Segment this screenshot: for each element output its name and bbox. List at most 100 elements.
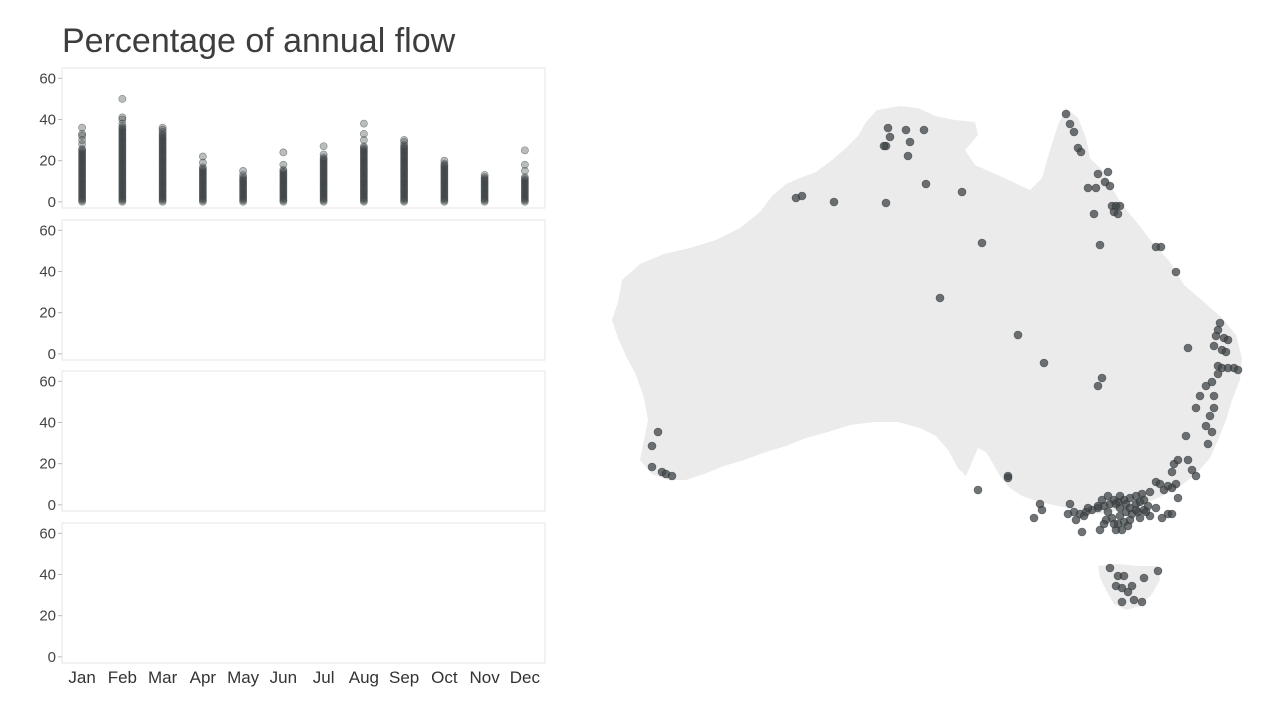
data-point [118, 155, 127, 164]
station-point [879, 141, 889, 151]
data-point [158, 154, 167, 163]
data-point [400, 138, 409, 147]
data-point [319, 173, 328, 182]
data-point [319, 183, 328, 191]
data-point [198, 170, 207, 179]
data-point [319, 150, 328, 159]
data-point [118, 126, 127, 135]
x-tick-label-jun: Jun [270, 668, 297, 687]
station-point [1167, 467, 1177, 477]
data-point [319, 169, 328, 178]
data-point [118, 125, 127, 133]
data-point [279, 167, 288, 175]
data-point [118, 150, 127, 159]
data-point [158, 160, 167, 169]
data-point [118, 149, 127, 158]
data-point [400, 150, 409, 159]
station-point [1207, 427, 1217, 437]
station-point [829, 197, 839, 207]
data-point [359, 178, 368, 186]
station-point [647, 462, 657, 472]
data-point [118, 163, 127, 172]
data-point [359, 171, 368, 180]
data-point [480, 171, 489, 179]
data-point [118, 132, 127, 141]
data-point [359, 180, 368, 189]
station-point [1099, 519, 1109, 529]
data-point [118, 153, 127, 162]
data-point [440, 189, 449, 198]
data-point [279, 180, 288, 189]
data-point [198, 178, 207, 186]
data-point [319, 176, 328, 185]
data-point [440, 175, 449, 184]
y-tick-label: 40 [39, 111, 56, 128]
data-point [440, 194, 449, 203]
data-point [78, 175, 87, 184]
data-point [400, 195, 409, 204]
data-point [158, 143, 167, 152]
data-point [158, 159, 167, 168]
data-point [118, 131, 127, 140]
station-point [957, 187, 967, 197]
data-point [279, 185, 288, 194]
data-point [198, 180, 207, 189]
data-point [520, 178, 529, 186]
data-point [198, 163, 207, 172]
data-point [158, 186, 167, 195]
data-point [400, 183, 409, 191]
data-point [319, 162, 328, 170]
data-point [239, 190, 248, 199]
data-point [198, 195, 207, 204]
data-point [520, 180, 529, 189]
data-point [400, 165, 409, 174]
data-point [118, 186, 127, 195]
data-point [440, 191, 449, 200]
data-point [440, 184, 449, 193]
data-point [400, 146, 409, 154]
data-point [319, 160, 328, 169]
station-point [1115, 491, 1125, 501]
data-point [158, 142, 167, 151]
data-point [78, 192, 87, 201]
data-point [359, 155, 368, 164]
data-point [480, 183, 489, 191]
data-point [319, 192, 328, 201]
data-point [400, 179, 409, 188]
data-point [198, 167, 207, 175]
data-point [520, 194, 529, 203]
data-point [158, 190, 167, 199]
data-point [118, 170, 127, 179]
data-point [319, 170, 328, 179]
data-point [118, 139, 127, 148]
data-point [520, 176, 529, 185]
data-point [480, 186, 489, 195]
data-point [480, 173, 489, 182]
data-point [440, 181, 449, 190]
data-point [480, 188, 489, 196]
data-point [520, 160, 529, 169]
data-point [319, 175, 328, 184]
station-point [1093, 501, 1103, 511]
data-point [359, 153, 368, 162]
data-point [198, 189, 207, 198]
y-tick-label: 40 [39, 566, 56, 583]
data-point [400, 152, 409, 161]
data-point [400, 149, 409, 158]
data-point [359, 165, 368, 174]
data-point [118, 146, 127, 154]
data-point [158, 174, 167, 183]
data-point [118, 194, 127, 203]
australia-landmass [612, 106, 1242, 514]
y-tick-label: 20 [39, 305, 56, 322]
x-tick-label-aug: Aug [349, 668, 379, 687]
data-point [118, 171, 127, 180]
data-point [78, 160, 87, 169]
data-point [359, 188, 368, 196]
station-point [1069, 127, 1079, 137]
data-point [319, 154, 328, 163]
data-point [440, 190, 449, 199]
data-point [400, 167, 409, 175]
data-point [440, 168, 449, 177]
data-point [118, 119, 127, 128]
